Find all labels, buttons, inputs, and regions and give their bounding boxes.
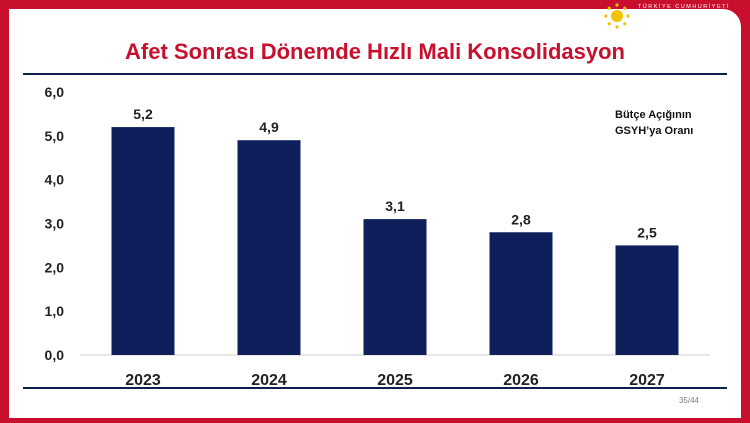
y-tick-label: 2,0 (45, 259, 65, 275)
title-divider (23, 73, 727, 75)
x-tick-label: 2025 (377, 372, 413, 389)
x-tick-label: 2027 (629, 372, 665, 389)
x-tick-label: 2024 (251, 372, 287, 389)
bar (615, 245, 679, 355)
legend-line-1: Bütçe Açığının (615, 109, 692, 121)
y-tick-label: 0,0 (45, 347, 65, 363)
x-tick-label: 2023 (125, 372, 161, 389)
legend-line-2: GSYH’ya Oranı (615, 125, 694, 137)
data-label: 3,1 (385, 198, 405, 214)
bar (489, 232, 553, 355)
y-tick-label: 5,0 (45, 128, 65, 144)
logo-line-2: CUMHURBAŞKANLIĞI (637, 11, 727, 19)
data-label: 4,9 (259, 119, 279, 135)
data-label: 2,8 (511, 211, 531, 227)
y-tick-label: 4,0 (45, 172, 65, 188)
y-tick-label: 6,0 (45, 84, 65, 100)
x-tick-label: 2026 (503, 372, 539, 389)
y-tick-label: 1,0 (45, 303, 65, 319)
page-number: 35/44 (678, 396, 699, 405)
presidential-emblem-icon (604, 3, 630, 29)
logo: TÜRKİYE CUMHURİYETİ CUMHURBAŞKANLIĞI CUM… (602, 0, 730, 32)
y-tick-label: 3,0 (45, 216, 65, 232)
data-label: 5,2 (133, 106, 153, 122)
logo-line-3: CUMHURBAŞKANI YARDIMCILIĞI (637, 21, 720, 27)
page-title: Afet Sonrası Dönemde Hızlı Mali Konsolid… (125, 39, 625, 64)
footer-divider (23, 387, 727, 389)
bar (111, 127, 175, 355)
legend: Bütçe Açığının GSYH’ya Oranı (615, 107, 725, 139)
logo-line-1: TÜRKİYE CUMHURİYETİ (637, 4, 730, 11)
data-label: 2,5 (637, 224, 657, 240)
bar (237, 140, 301, 355)
bar (363, 219, 427, 355)
